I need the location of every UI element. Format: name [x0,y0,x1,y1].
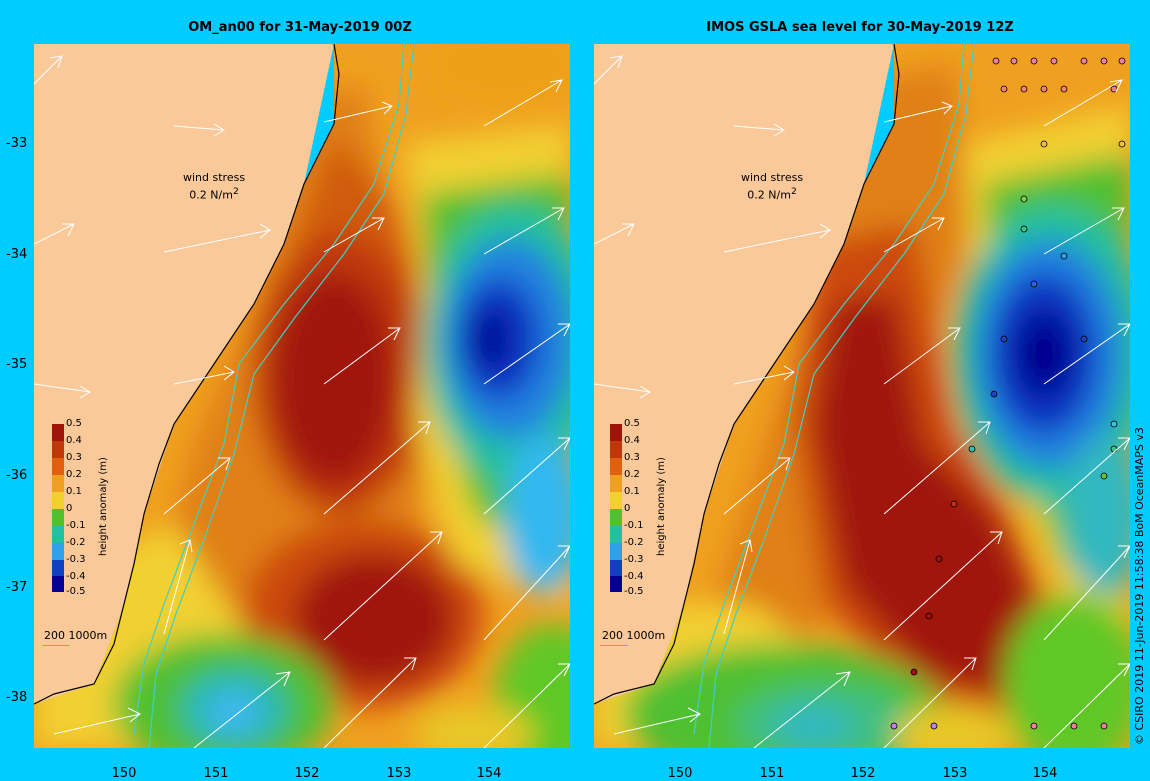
map-panel-model [34,44,570,748]
y-tick-label: -37 [6,580,28,595]
x-tick-label: 153 [942,766,968,781]
colorbar-tick: -0.1 [66,520,86,531]
colorbar-left: 0.5 0.4 0.3 0.2 0.1 0 -0.1 -0.2 -0.3 -0.… [52,418,112,597]
colorbar-tick: 0.5 [624,418,640,429]
colorbar-tick: -0.5 [66,586,86,597]
colorbar-tick: 0 [624,503,631,514]
y-tick-label: -33 [6,136,28,151]
x-tick-label: 153 [386,766,412,781]
colorbar-title: height anomaly (m) [656,457,667,556]
colorbar-tick: -0.2 [624,537,644,548]
depth-contour-legend: 200 1000m [44,629,108,642]
credit-footer: © CSIRO 2019 11-Jun-2019 11:58:38 BoM Oc… [1133,427,1146,745]
x-tick-label: 151 [203,766,229,781]
colorbar-tick: 0.2 [66,469,82,480]
wind-legend-line2: 0.2 N/m2 [747,186,797,202]
y-tick-label: -34 [6,247,28,262]
wind-stress-legend: wind stress 0.2 N/m2 [183,171,245,203]
colorbar-tick: -0.5 [624,586,644,597]
y-tick-label: -35 [6,357,28,372]
wind-legend-line1: wind stress [183,171,246,184]
x-tick-label: 154 [1032,766,1058,781]
x-tick-label: 154 [476,766,502,781]
x-tick-label: 152 [850,766,876,781]
wind-legend-line2: 0.2 N/m2 [189,186,239,202]
wind-legend-line1: wind stress [741,171,804,184]
observation-markers [890,57,1126,730]
colorbar-tick: -0.2 [66,537,86,548]
y-tick-label: -36 [6,468,28,483]
x-tick-label: 151 [759,766,785,781]
map-panel-observed [594,44,1130,748]
title-right: IMOS GSLA sea level for 30-May-2019 12Z [706,20,1014,35]
colorbar-tick: 0.1 [624,486,640,497]
colorbar-tick: -0.3 [624,554,644,565]
x-tick-label: 150 [111,766,137,781]
colorbar-tick: 0.5 [66,418,82,429]
colorbar-tick: 0.1 [66,486,82,497]
y-tick-label: -38 [6,690,28,705]
colorbar-tick: 0.3 [66,452,82,463]
depth-contour-legend: 200 1000m [602,629,666,642]
colorbar-tick: -0.3 [66,554,86,565]
colorbar-tick: 0 [66,503,73,514]
colorbar-tick: -0.4 [66,571,86,582]
title-left: OM_an00 for 31-May-2019 00Z [188,20,412,35]
wind-stress-legend: wind stress 0.2 N/m2 [741,171,803,203]
depth-legend-line [42,645,70,646]
colorbar-tick: -0.1 [624,520,644,531]
colorbar-tick: 0.4 [66,435,82,446]
x-tick-label: 150 [667,766,693,781]
colorbar-tick: 0.4 [624,435,640,446]
depth-legend-line [600,645,628,646]
colorbar-title: height anomaly (m) [98,457,109,556]
colorbar-right: 0.5 0.4 0.3 0.2 0.1 0 -0.1 -0.2 -0.3 -0.… [610,418,670,597]
colorbar-tick: 0.3 [624,452,640,463]
x-tick-label: 152 [294,766,320,781]
colorbar-tick: 0.2 [624,469,640,480]
colorbar-tick: -0.4 [624,571,644,582]
